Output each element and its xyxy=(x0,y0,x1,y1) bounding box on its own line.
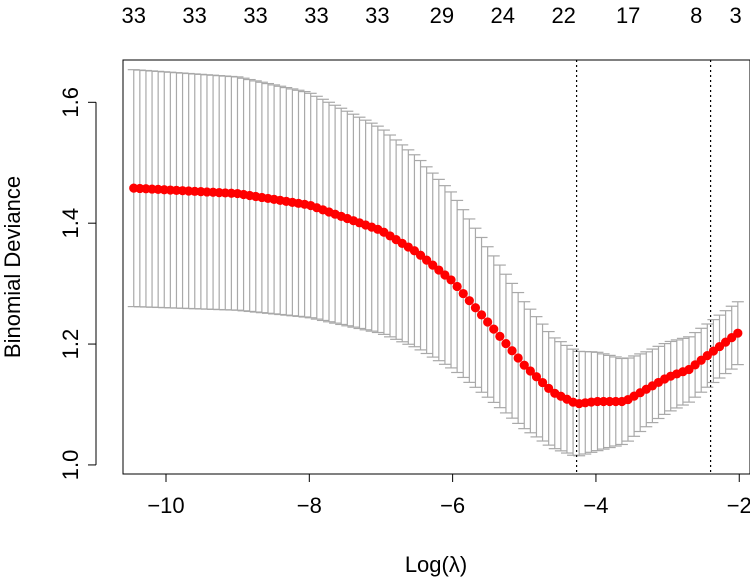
x-tick-label: −4 xyxy=(583,493,608,518)
y-tick-label: 1.4 xyxy=(58,208,83,239)
mean-deviance-points xyxy=(129,183,743,409)
top-count-label: 22 xyxy=(551,3,575,28)
mean-deviance-point xyxy=(489,324,499,334)
x-tick-label: −8 xyxy=(297,493,322,518)
mean-deviance-point xyxy=(470,303,481,313)
mean-deviance-point xyxy=(495,331,505,341)
mean-deviance-point xyxy=(452,281,462,292)
mean-deviance-point xyxy=(531,372,542,382)
mean-deviance-point xyxy=(440,270,450,280)
top-count-label: 8 xyxy=(690,3,702,28)
mean-deviance-point xyxy=(544,383,554,393)
top-count-label: 33 xyxy=(243,3,267,28)
y-tick-label: 1.2 xyxy=(58,329,83,360)
mean-deviance-point xyxy=(501,338,511,349)
top-count-label: 33 xyxy=(122,3,146,28)
top-count-label: 33 xyxy=(365,3,389,28)
top-count-label: 3 xyxy=(730,3,742,28)
x-tick-label: −6 xyxy=(440,493,465,518)
mean-deviance-point xyxy=(458,288,468,299)
y-axis: 1.0 1.2 1.4 1.6 xyxy=(58,87,97,481)
mean-deviance-point xyxy=(483,317,493,327)
mean-deviance-point xyxy=(428,260,438,270)
top-count-label: 24 xyxy=(491,3,515,28)
mean-deviance-point xyxy=(507,346,517,356)
x-tick-label: −2 xyxy=(727,493,750,518)
y-tick-label: 1.0 xyxy=(58,450,83,481)
top-axis-nonzero-counts: 33 33 33 33 33 29 24 22 17 8 3 xyxy=(122,3,742,28)
x-tick-label: −10 xyxy=(147,493,184,518)
top-count-label: 33 xyxy=(304,3,328,28)
mean-deviance-point xyxy=(422,255,432,265)
mean-deviance-point xyxy=(513,353,523,363)
x-axis: −10 −8 −6 −4 −2 xyxy=(147,473,750,518)
optimal-lambda-lines xyxy=(575,60,712,474)
mean-deviance-point xyxy=(446,275,456,285)
y-tick-label: 1.6 xyxy=(58,87,83,118)
mean-deviance-point xyxy=(733,328,743,338)
x-axis-label: Log(λ) xyxy=(405,552,467,577)
mean-deviance-point xyxy=(537,377,548,388)
top-count-label: 29 xyxy=(430,3,454,28)
mean-deviance-point xyxy=(464,296,474,306)
top-count-label: 33 xyxy=(182,3,206,28)
mean-deviance-point xyxy=(476,310,487,320)
y-axis-label: Binomial Deviance xyxy=(0,176,25,358)
mean-deviance-point xyxy=(519,360,529,370)
mean-deviance-point xyxy=(525,366,535,376)
mean-deviance-point xyxy=(415,250,426,260)
top-count-label: 17 xyxy=(616,3,640,28)
mean-deviance-point xyxy=(434,265,444,275)
